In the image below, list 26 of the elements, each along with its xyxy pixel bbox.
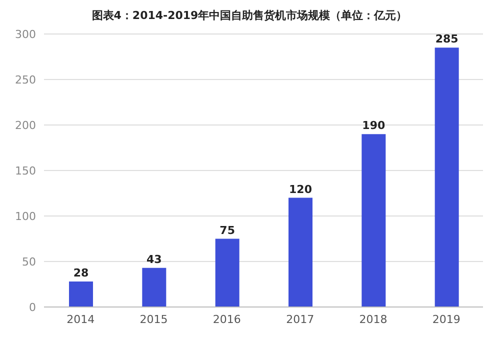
y-tick-label: 300: [15, 28, 36, 41]
data-label: 120: [289, 182, 312, 196]
bar: [69, 282, 93, 307]
x-tick-label: 2018: [359, 312, 388, 326]
data-label: 43: [146, 252, 162, 266]
y-tick-label: 200: [15, 118, 36, 132]
x-tick-label: 2017: [286, 312, 314, 326]
y-tick-label: 100: [15, 210, 36, 223]
data-label: 75: [220, 224, 235, 237]
x-tick-label: 2015: [140, 312, 168, 326]
data-label: 190: [362, 119, 386, 132]
data-label: 285: [435, 32, 458, 46]
data-label: 28: [73, 266, 89, 280]
bar: [142, 268, 166, 307]
x-tick-label: 2016: [212, 312, 241, 326]
y-tick-label: 150: [15, 164, 36, 178]
chart-title: 图表4：2014-2019年中国自助售货机市场规模（单位：亿元）: [90, 8, 408, 24]
y-tick-label: 250: [15, 73, 36, 86]
x-tick-label: 2014: [66, 312, 95, 326]
bar: [362, 134, 386, 307]
x-tick-label: 2019: [432, 312, 460, 326]
y-tick-label: 50: [22, 255, 36, 268]
bar: [288, 198, 312, 307]
y-tick-label: 0: [29, 300, 36, 314]
bar: [215, 238, 240, 307]
bar: [434, 48, 459, 307]
